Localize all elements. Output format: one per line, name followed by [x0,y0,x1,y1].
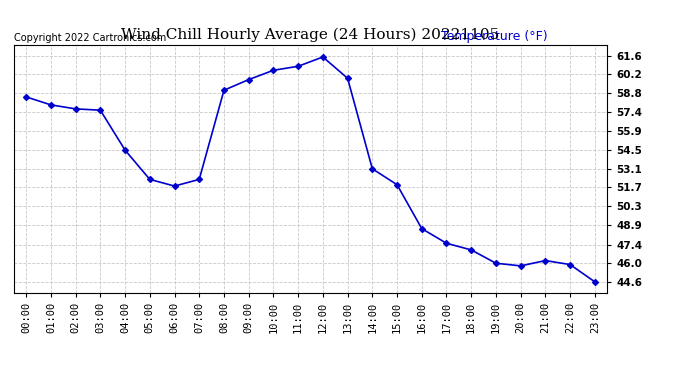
Text: Temperature (°F): Temperature (°F) [441,30,548,42]
Title: Wind Chill Hourly Average (24 Hours) 20221105: Wind Chill Hourly Average (24 Hours) 202… [121,28,500,42]
Text: Copyright 2022 Cartronics.com: Copyright 2022 Cartronics.com [14,33,166,42]
